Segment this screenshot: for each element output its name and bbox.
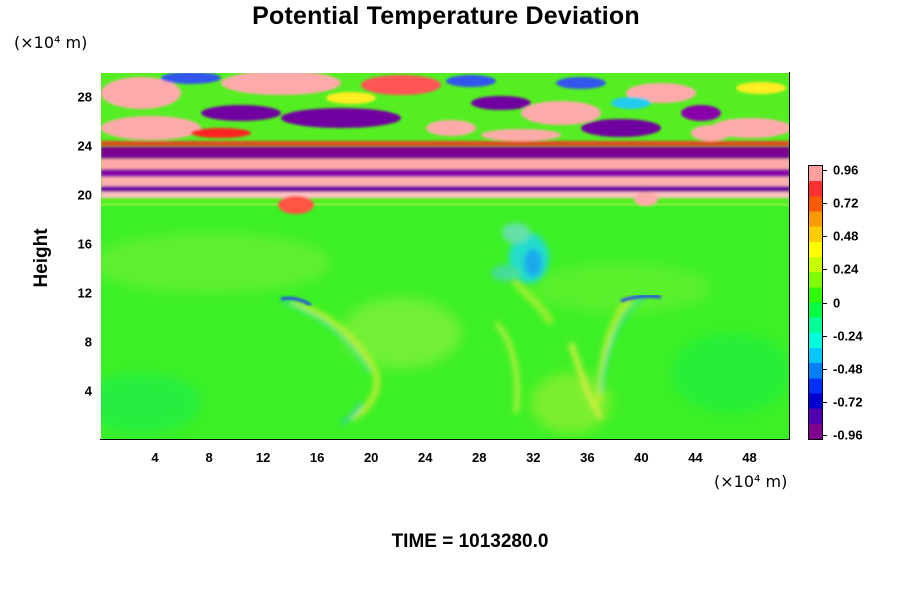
y-tick-label: 24 bbox=[77, 138, 92, 154]
colorbar-tick-label: 0.24 bbox=[833, 261, 859, 277]
colorbar-tick-label: 0 bbox=[833, 295, 841, 310]
colorbar-tick-label: 0.48 bbox=[833, 228, 859, 244]
upper-field bbox=[101, 73, 790, 214]
x-tick-label: 24 bbox=[418, 450, 433, 465]
x-tick-label: 12 bbox=[255, 450, 271, 465]
chart-title: Potential Temperature Deviation bbox=[252, 2, 640, 30]
colorbar-tick bbox=[823, 302, 827, 304]
colorbar-tick bbox=[823, 236, 827, 238]
y-tick-label: 4 bbox=[84, 383, 92, 399]
heatmap-plot-area bbox=[101, 73, 790, 440]
x-tick-label: 48 bbox=[742, 450, 757, 465]
colorbar-tick bbox=[823, 435, 827, 436]
colorbar-tick bbox=[823, 368, 827, 370]
y-tick-label: 12 bbox=[77, 285, 92, 301]
colorbar-tick bbox=[823, 401, 827, 403]
lower-field bbox=[101, 198, 790, 440]
x-tick-label: 16 bbox=[309, 450, 325, 465]
colorbar bbox=[808, 165, 823, 440]
x-tick-label: 20 bbox=[363, 450, 379, 465]
x-tick-label: 36 bbox=[580, 450, 595, 465]
colorbar-tick-label: -0.24 bbox=[833, 328, 863, 344]
y-axis-unit: (×10⁴ m) bbox=[14, 33, 88, 52]
colorbar-tick bbox=[823, 170, 827, 171]
colorbar-tick bbox=[823, 269, 827, 271]
colorbar-tick bbox=[823, 203, 827, 205]
x-tick-label: 4 bbox=[151, 450, 159, 465]
x-tick-label: 28 bbox=[472, 450, 487, 465]
colorbar-tick bbox=[823, 335, 827, 337]
x-tick-label: 32 bbox=[526, 450, 541, 465]
x-tick-label: 8 bbox=[205, 450, 213, 465]
x-axis-unit: (×10⁴ m) bbox=[714, 472, 788, 491]
y-tick-label: 28 bbox=[77, 89, 92, 105]
y-tick-label: 8 bbox=[84, 334, 92, 350]
heatmap-field bbox=[101, 73, 790, 440]
colorbar-tick-label: -0.96 bbox=[833, 427, 863, 443]
y-tick-label: 16 bbox=[77, 236, 92, 252]
y-tick-label: 20 bbox=[77, 187, 92, 203]
x-tick-label: 40 bbox=[634, 450, 649, 465]
colorbar-tick-label: -0.48 bbox=[833, 361, 863, 377]
time-label: TIME = 1013280.0 bbox=[391, 531, 549, 552]
colorbar-tick-label: -0.72 bbox=[833, 394, 863, 410]
y-axis-label: Height bbox=[31, 228, 52, 288]
colorbar-tick-label: 0.96 bbox=[833, 162, 859, 178]
colorbar-tick-label: 0.72 bbox=[833, 195, 859, 211]
x-tick-label: 44 bbox=[688, 450, 703, 465]
